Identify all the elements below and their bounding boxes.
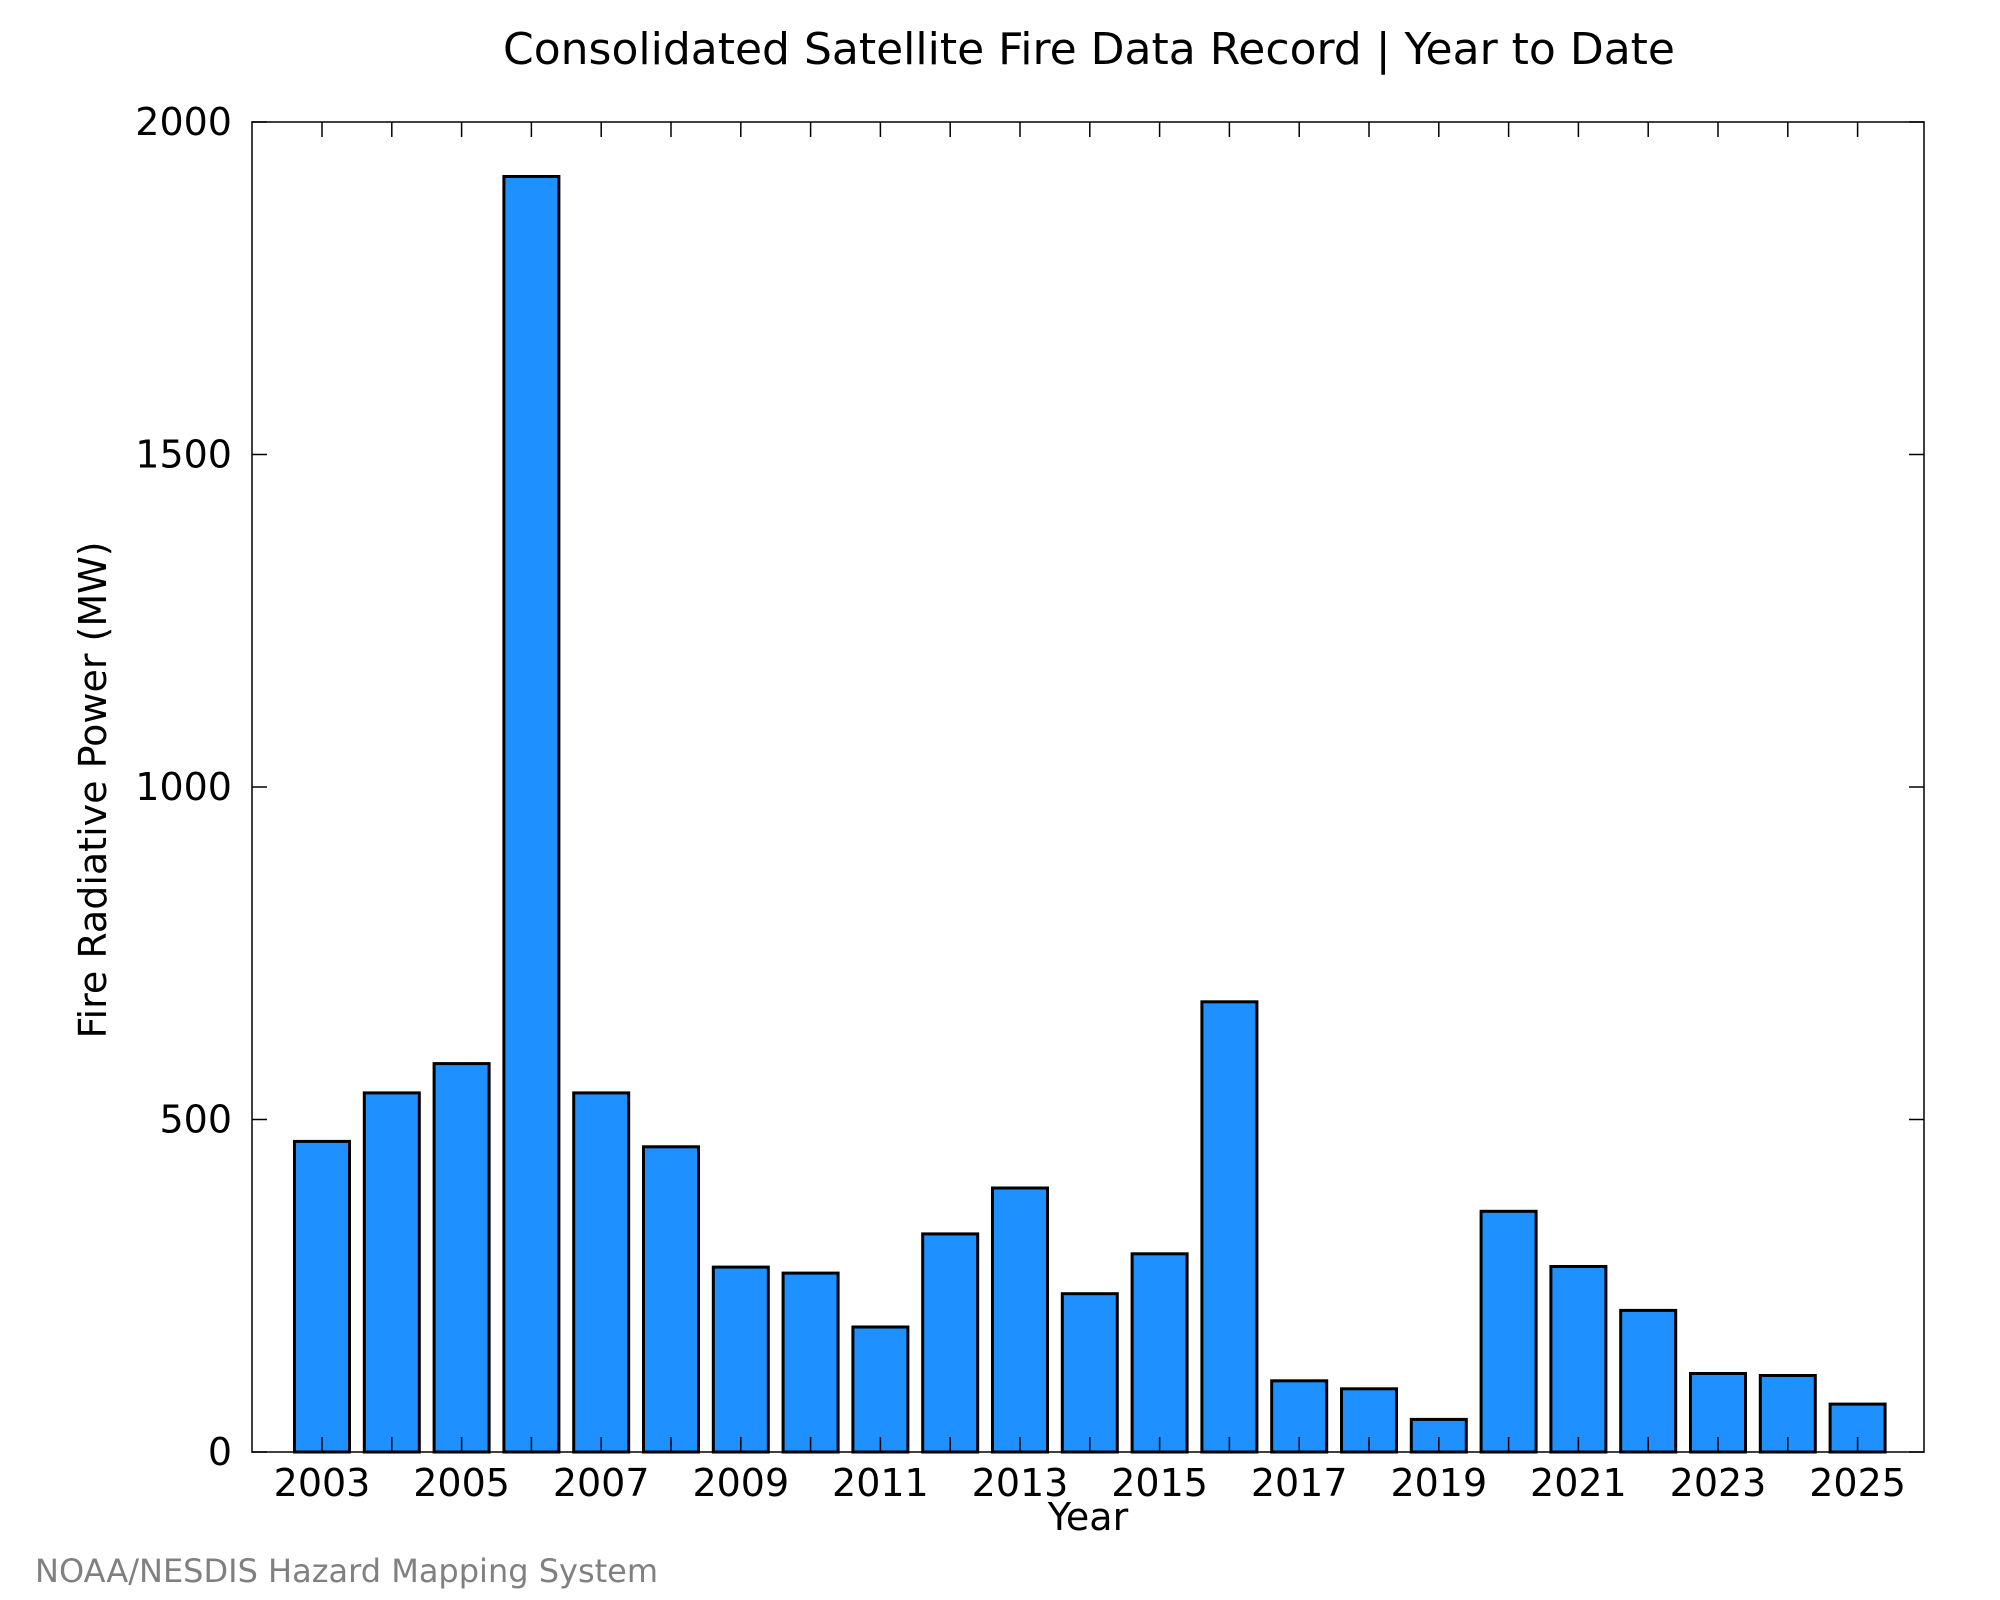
x-tick-label-2015: 2015 xyxy=(1111,1461,1208,1505)
x-axis-label: Year xyxy=(1047,1495,1129,1539)
bar-2008 xyxy=(642,1145,700,1454)
bar-2009 xyxy=(711,1265,770,1454)
bar-2011 xyxy=(851,1325,910,1454)
x-tick-label-2011: 2011 xyxy=(832,1461,929,1505)
bar-2010 xyxy=(781,1271,840,1454)
bar-2012 xyxy=(921,1232,980,1454)
y-tick-label-500: 500 xyxy=(159,1098,232,1142)
y-tick-label-2000: 2000 xyxy=(135,100,232,144)
source-credit: NOAA/NESDIS Hazard Mapping System xyxy=(35,1552,658,1590)
bar-2016 xyxy=(1200,1000,1259,1454)
x-tick-label-2003: 2003 xyxy=(274,1461,371,1505)
y-axis-label: Fire Radiative Power (MW) xyxy=(71,541,115,1038)
plot-frame xyxy=(251,121,1925,1453)
bar-2005 xyxy=(432,1062,491,1454)
bar-2014 xyxy=(1060,1292,1119,1454)
bar-2006 xyxy=(502,175,561,1454)
bar-2015 xyxy=(1130,1252,1189,1454)
x-tick-label-2005: 2005 xyxy=(413,1461,510,1505)
y-tick-label-1500: 1500 xyxy=(135,433,232,477)
x-tick-label-2009: 2009 xyxy=(692,1461,789,1505)
bars-layer xyxy=(293,175,1887,1454)
x-tick-label-2023: 2023 xyxy=(1670,1461,1767,1505)
x-tick-label-2019: 2019 xyxy=(1390,1461,1487,1505)
bar-2020 xyxy=(1479,1209,1538,1454)
x-tick-label-2025: 2025 xyxy=(1809,1461,1906,1505)
x-tick-label-2021: 2021 xyxy=(1530,1461,1627,1505)
chart-title: Consolidated Satellite Fire Data Record … xyxy=(503,24,1675,75)
x-tick-label-2007: 2007 xyxy=(553,1461,650,1505)
bar-2021 xyxy=(1549,1265,1608,1454)
x-tick-label-2013: 2013 xyxy=(972,1461,1069,1505)
bar-2022 xyxy=(1619,1308,1678,1454)
bar-2004 xyxy=(362,1091,421,1454)
bar-2013 xyxy=(991,1186,1049,1454)
x-tick-label-2017: 2017 xyxy=(1251,1461,1348,1505)
ticks-layer: 2003 2005 2007 2009 2011 2013 2015 2017 2019 2021… xyxy=(135,100,1924,1505)
y-tick-label-1000: 1000 xyxy=(135,765,232,809)
bar-2007 xyxy=(572,1091,631,1454)
y-tick-label-0: 0 xyxy=(208,1430,232,1474)
bar-2003 xyxy=(293,1139,351,1454)
